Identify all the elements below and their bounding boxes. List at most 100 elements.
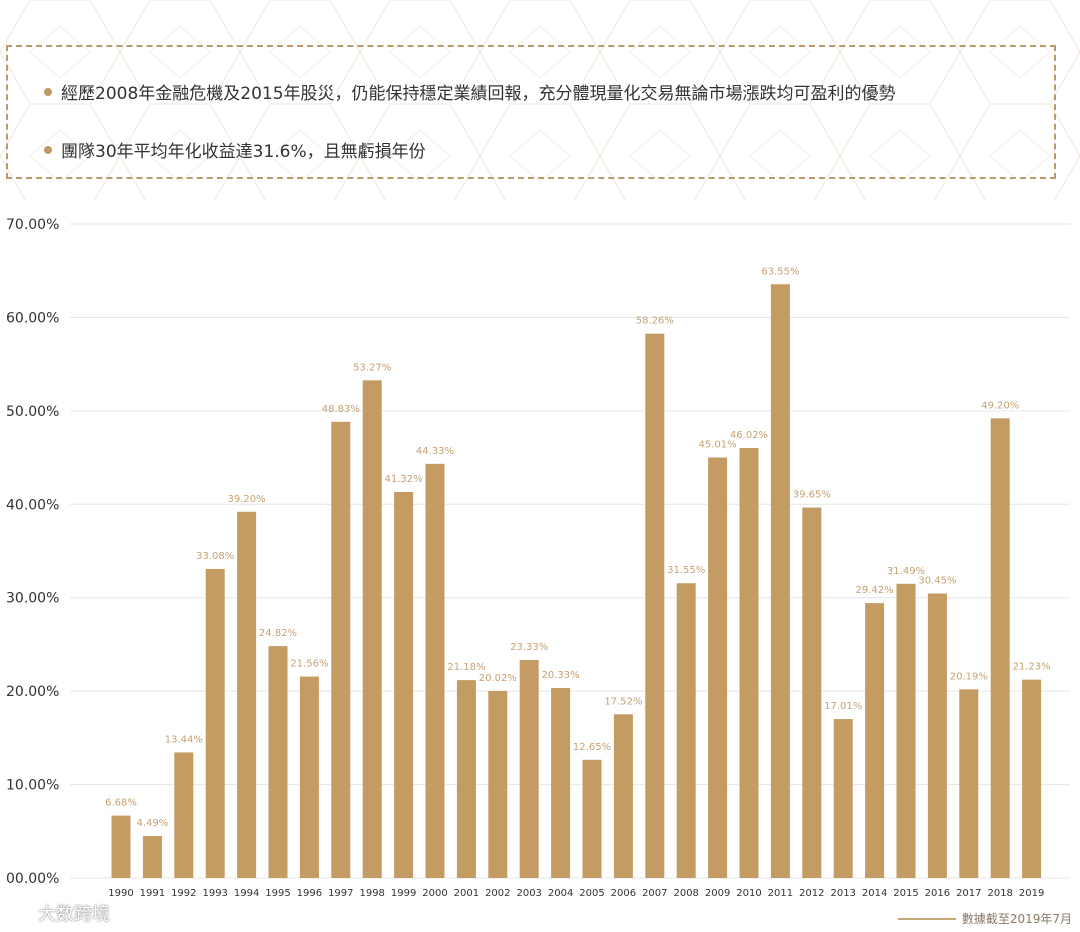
bar — [488, 690, 508, 878]
data-label: 17.01% — [824, 701, 862, 712]
y-tick-label: 00.00% — [6, 871, 59, 887]
x-tick-label: 2016 — [925, 888, 950, 899]
bar — [833, 719, 853, 878]
data-label: 44.33% — [416, 446, 454, 457]
data-label: 29.42% — [856, 585, 894, 596]
bar — [613, 714, 633, 878]
x-tick-label: 1995 — [265, 888, 290, 899]
x-tick-label: 2001 — [454, 888, 479, 899]
x-tick-label: 2009 — [705, 888, 730, 899]
bullet-icon — [44, 87, 52, 96]
source-note: 數據截至2019年7月 — [897, 910, 1072, 927]
data-label: 49.20% — [981, 400, 1019, 411]
x-tick-label: 2018 — [987, 888, 1012, 899]
bar — [519, 660, 539, 878]
x-tick-label: 2013 — [830, 888, 855, 899]
highlight-text: 經歷2008年金融危機及2015年股災，仍能保持穩定業績回報，充分體現量化交易無… — [61, 84, 896, 104]
x-tick-label: 1996 — [297, 888, 322, 899]
x-tick-label: 1992 — [171, 888, 196, 899]
data-label: 12.65% — [573, 742, 611, 753]
source-note-text: 數據截至2019年7月 — [961, 912, 1072, 926]
bar — [865, 603, 885, 878]
bar — [802, 507, 822, 878]
bar — [268, 646, 288, 878]
x-tick-label: 2007 — [642, 888, 667, 899]
x-tick-label: 2000 — [422, 888, 447, 899]
x-tick-label: 2015 — [893, 888, 918, 899]
x-tick-label: 1997 — [328, 888, 353, 899]
y-tick-label: 50.00% — [6, 404, 59, 420]
data-label: 20.33% — [542, 670, 580, 681]
data-label: 41.32% — [385, 474, 423, 485]
x-tick-label: 2010 — [736, 888, 761, 899]
watermark-text: 大数跨境 — [38, 904, 110, 925]
data-label: 45.01% — [699, 439, 737, 450]
x-tick-label: 2008 — [673, 888, 698, 899]
highlight-text: 團隊30年平均年化收益達31.6%，且無虧損年份 — [61, 142, 426, 162]
data-label: 21.23% — [1013, 662, 1051, 673]
y-tick-label: 70.00% — [6, 217, 59, 233]
x-tick-label: 2004 — [548, 888, 573, 899]
bar — [362, 380, 382, 878]
x-tick-label: 1999 — [391, 888, 416, 899]
bar — [676, 583, 696, 878]
bar — [708, 457, 728, 878]
data-label: 31.49% — [887, 566, 925, 577]
data-label: 20.02% — [479, 673, 517, 684]
data-label: 6.68% — [105, 798, 137, 809]
x-tick-label: 1993 — [202, 888, 227, 899]
x-tick-label: 2017 — [956, 888, 981, 899]
data-label: 58.26% — [636, 316, 674, 327]
background-pattern — [0, 0, 1080, 200]
bar — [896, 583, 916, 878]
data-label: 53.27% — [353, 362, 391, 373]
highlight-item: 經歷2008年金融危機及2015年股災，仍能保持穩定業績回報，充分體現量化交易無… — [44, 79, 896, 104]
data-label: 31.55% — [667, 565, 705, 576]
annual-return-bar-chart: 00.00% 10.00% 20.00% 30.00% 40.00% 50.00% 60.0… — [6, 217, 1070, 899]
watermark-logo: 大数跨境 — [6, 900, 110, 926]
x-tick-label: 2019 — [1019, 888, 1044, 899]
x-tick-label: 2012 — [799, 888, 824, 899]
highlight-item: 團隊30年平均年化收益達31.6%，且無虧損年份 — [44, 137, 426, 162]
data-label: 48.83% — [322, 404, 360, 415]
bar — [770, 284, 790, 878]
data-label: 39.65% — [793, 490, 831, 501]
bar — [927, 593, 947, 878]
data-label: 46.02% — [730, 430, 768, 441]
logo-icon — [7, 905, 30, 920]
data-label: 20.19% — [950, 671, 988, 682]
bar — [205, 568, 225, 878]
x-tick-label: 1998 — [359, 888, 384, 899]
data-label: 13.44% — [165, 734, 203, 745]
bar — [582, 759, 602, 878]
data-label: 33.08% — [196, 551, 234, 562]
x-tick-label: 2002 — [485, 888, 510, 899]
x-tick-label: 2003 — [516, 888, 541, 899]
data-label: 24.82% — [259, 628, 297, 639]
y-tick-label: 20.00% — [6, 684, 59, 700]
x-tick-label: 1990 — [108, 888, 133, 899]
data-label: 23.33% — [510, 642, 548, 653]
bar — [142, 836, 162, 878]
bar — [299, 676, 319, 878]
bar — [990, 418, 1010, 878]
bar — [331, 421, 351, 878]
x-tick-label: 2005 — [579, 888, 604, 899]
data-label: 4.49% — [137, 818, 169, 829]
bar — [456, 680, 476, 878]
bar — [739, 448, 759, 878]
bar — [1022, 679, 1042, 878]
x-tick-label: 1994 — [234, 888, 259, 899]
y-tick-label: 60.00% — [6, 310, 59, 326]
data-label: 63.55% — [761, 266, 799, 277]
bar — [425, 463, 445, 878]
data-label: 30.45% — [918, 576, 956, 587]
data-label: 17.52% — [604, 696, 642, 707]
bar — [959, 689, 979, 878]
y-tick-label: 40.00% — [6, 497, 59, 513]
data-label: 39.20% — [228, 494, 266, 505]
x-tick-label: 2006 — [611, 888, 636, 899]
x-tick-label: 1991 — [140, 888, 165, 899]
bar — [174, 752, 194, 878]
bar — [394, 491, 414, 878]
